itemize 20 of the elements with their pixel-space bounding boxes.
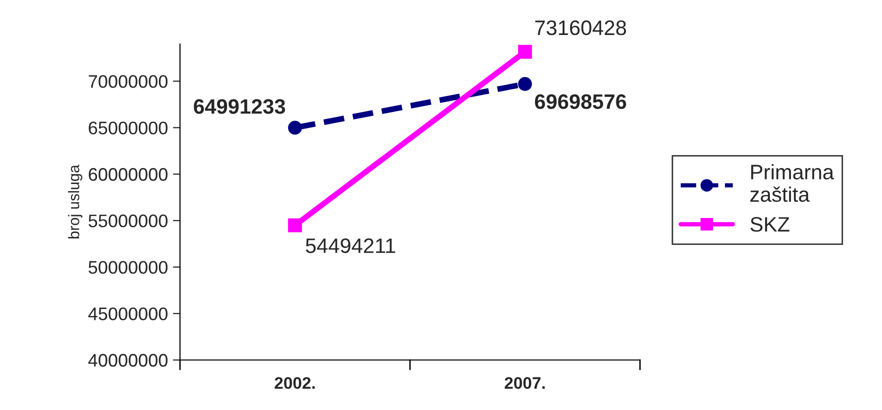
y-tick-label: 45000000 <box>88 307 168 320</box>
point <box>288 218 302 232</box>
y-tick-label: 50000000 <box>88 260 168 274</box>
y-tick-label: 60000000 <box>88 168 168 181</box>
legend-label: SKZ <box>750 216 790 232</box>
y-axis-title: broj usluga <box>68 164 82 238</box>
data-label: 54494211 <box>306 238 396 254</box>
y-tick-label: 70000000 <box>88 75 168 88</box>
x-tick-label: 2002. <box>274 377 315 389</box>
point <box>518 44 532 59</box>
data-label: 73160428 <box>535 20 626 36</box>
point <box>288 120 302 135</box>
x-tick-label: 2007. <box>504 377 545 389</box>
data-label: 64991233 <box>194 99 286 114</box>
y-tick-label: 40000000 <box>88 354 168 367</box>
data-label: 69698576 <box>534 94 626 110</box>
point <box>518 77 532 91</box>
y-tick-label: 65000000 <box>88 122 168 134</box>
legend-label: Primarna zaštita <box>750 164 834 202</box>
y-tick-label: 55000000 <box>88 214 168 228</box>
